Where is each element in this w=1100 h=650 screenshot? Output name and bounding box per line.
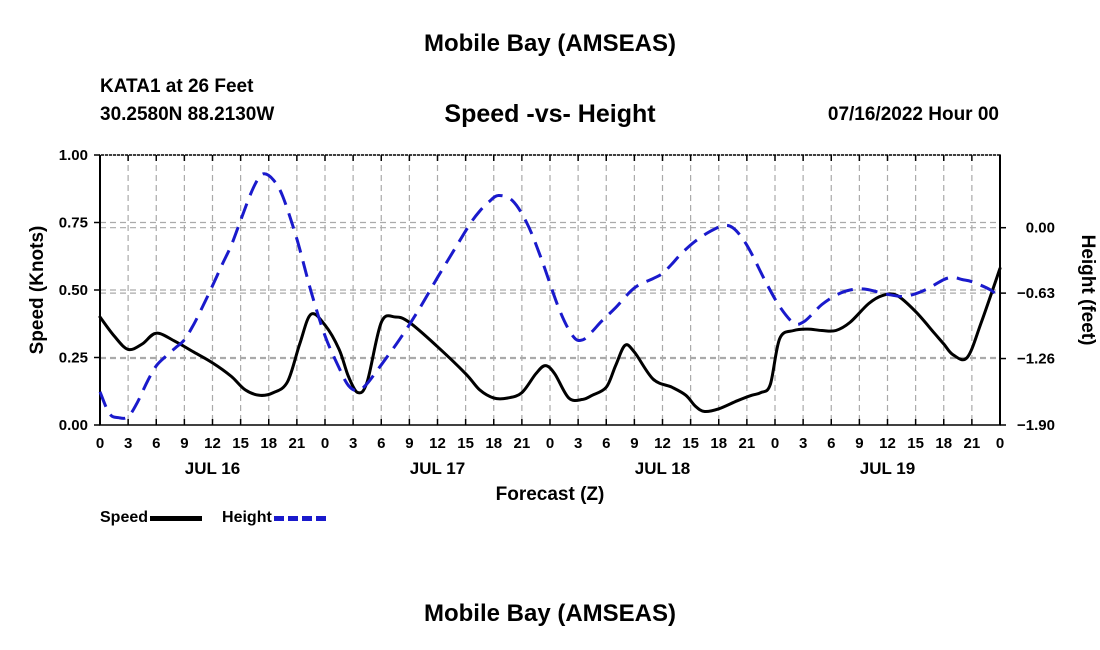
x-tick-label: 3 bbox=[799, 435, 807, 452]
x-tick-label: 18 bbox=[485, 435, 502, 452]
y-tick-label: 1.00 bbox=[59, 147, 88, 164]
x-tick-label: 12 bbox=[204, 435, 221, 452]
x-tick-label: 15 bbox=[457, 435, 474, 452]
y-tick-label: 0.25 bbox=[59, 350, 88, 367]
x-day-label: JUL 16 bbox=[185, 459, 240, 478]
y-axis-title: Speed (Knots) bbox=[27, 226, 48, 355]
footer-title: Mobile Bay (AMSEAS) bbox=[423, 600, 677, 627]
x-tick-label: 9 bbox=[405, 435, 413, 452]
legend: Speed Height bbox=[100, 509, 346, 527]
x-day-label: JUL 17 bbox=[410, 459, 465, 478]
legend-speed-label: Speed bbox=[100, 509, 149, 526]
x-tick-label: 21 bbox=[964, 435, 981, 452]
y2-tick-label: −1.90 bbox=[1017, 417, 1055, 434]
x-tick-label: 21 bbox=[514, 435, 531, 452]
x-tick-label: 12 bbox=[429, 435, 446, 452]
x-tick-label: 21 bbox=[739, 435, 756, 452]
station-label: KATA1 at 26 Feet bbox=[100, 76, 254, 97]
page-title: Mobile Bay (AMSEAS) bbox=[423, 30, 677, 57]
y-tick-label: 0.00 bbox=[59, 417, 88, 434]
x-day-label: JUL 18 bbox=[635, 459, 690, 478]
x-tick-label: 12 bbox=[654, 435, 671, 452]
y2-tick-label: 0.00 bbox=[1026, 220, 1055, 237]
x-tick-label: 9 bbox=[630, 435, 638, 452]
y2-axis-title: Height (feet) bbox=[1077, 235, 1098, 346]
x-tick-label: 3 bbox=[574, 435, 582, 452]
x-tick-label: 6 bbox=[152, 435, 160, 452]
x-tick-label: 21 bbox=[289, 435, 306, 452]
series-line-height bbox=[98, 172, 1002, 420]
chart-subtitle: Speed -vs- Height bbox=[444, 100, 656, 128]
x-tick-label: 18 bbox=[935, 435, 952, 452]
y2-tick-label: −0.63 bbox=[1017, 285, 1055, 302]
station-coordinates: 30.2580N 88.2130W bbox=[100, 104, 275, 125]
forecast-timestamp: 07/16/2022 Hour 00 bbox=[827, 104, 999, 125]
x-day-label: JUL 19 bbox=[860, 459, 915, 478]
legend-height-swatch bbox=[273, 515, 326, 521]
x-tick-label: 3 bbox=[124, 435, 132, 452]
x-tick-label: 9 bbox=[855, 435, 863, 452]
x-tick-label: 15 bbox=[682, 435, 699, 452]
x-tick-label: 15 bbox=[907, 435, 924, 452]
x-tick-label: 0 bbox=[546, 435, 554, 452]
x-axis-title: Forecast (Z) bbox=[496, 484, 605, 505]
x-tick-label: 0 bbox=[321, 435, 329, 452]
x-tick-label: 0 bbox=[771, 435, 779, 452]
y-tick-label: 0.75 bbox=[59, 215, 88, 232]
y2-tick-label: −1.26 bbox=[1017, 351, 1055, 368]
x-tick-label: 6 bbox=[602, 435, 610, 452]
x-tick-label: 9 bbox=[180, 435, 188, 452]
x-tick-label: 12 bbox=[879, 435, 896, 452]
series-line-speed bbox=[98, 266, 1002, 414]
x-tick-label: 6 bbox=[377, 435, 385, 452]
x-tick-label: 3 bbox=[349, 435, 357, 452]
legend-height-label: Height bbox=[222, 509, 272, 526]
x-tick-label: 15 bbox=[232, 435, 249, 452]
x-tick-label: 18 bbox=[710, 435, 727, 452]
x-tick-label: 18 bbox=[260, 435, 277, 452]
x-tick-label: 0 bbox=[996, 435, 1004, 452]
x-tick-label: 0 bbox=[96, 435, 104, 452]
legend-speed-swatch bbox=[150, 515, 203, 521]
x-tick-label: 6 bbox=[827, 435, 835, 452]
y-tick-label: 0.50 bbox=[59, 282, 88, 299]
